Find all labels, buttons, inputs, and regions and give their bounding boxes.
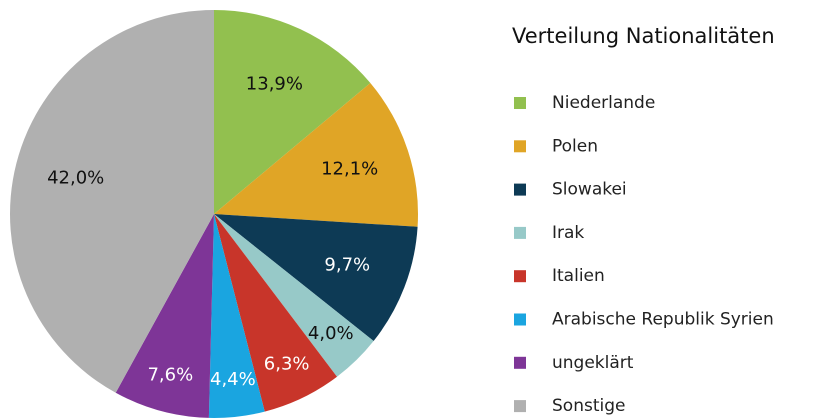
data-label: 4,4% [210,369,256,390]
pie-slice [208,214,265,418]
data-label: 42,0% [47,167,104,188]
pie-slice [214,214,374,377]
pie-slice [115,214,214,418]
legend-label: Polen [552,136,598,156]
data-label: 9,7% [324,254,370,275]
chart-title: Verteilung Nationalitäten [512,24,775,48]
legend-label: Arabische Republik Syrien [552,310,774,330]
legend-label: Irak [552,223,584,243]
pie-slice [214,214,418,342]
data-label: 6,3% [264,354,310,375]
pie-slice [214,82,418,227]
legend-label: Sonstige [552,396,625,416]
pie-slice [9,10,215,393]
legend-swatch [514,140,526,153]
data-label: 7,6% [147,364,193,385]
data-label: 4,0% [308,323,354,344]
legend-swatch [514,313,526,326]
pie-slice [214,214,337,412]
data-label: 13,9% [246,74,303,95]
legend-swatch [514,356,526,369]
legend-swatch [514,400,526,413]
pie-slice [214,10,371,214]
legend-swatch [514,270,526,283]
legend-swatch [514,97,526,109]
legend-label: Slowakei [552,180,627,200]
legend-label: Niederlande [552,93,655,113]
legend-swatch [514,226,526,239]
legend-swatch [514,183,526,196]
data-label: 12,1% [321,158,378,179]
legend-label: Italien [552,266,605,286]
legend-label: ungeklärt [552,353,634,373]
